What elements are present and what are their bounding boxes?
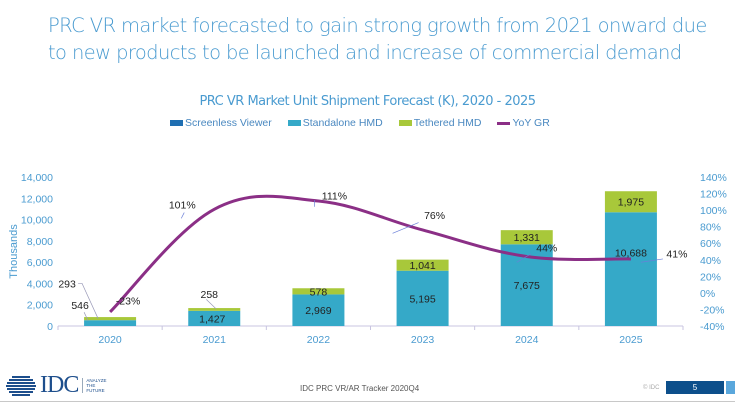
bar-standalone: [604, 212, 657, 326]
bar-tethered: [84, 317, 137, 321]
y-tick-label: 8,000: [27, 236, 53, 248]
legend-swatch-yoy: [497, 121, 511, 125]
legend-item-screenless: Screenless Viewer: [170, 117, 272, 129]
leader-line: [516, 253, 531, 263]
y2-tick-label: 120%: [700, 189, 727, 201]
x-tick-label: 2024: [515, 334, 539, 346]
leader-line: [640, 258, 663, 263]
data-label-yoy: 41%: [666, 248, 687, 260]
y-tick-label: 4,000: [27, 278, 53, 290]
y2-tick-label: 100%: [700, 205, 727, 217]
data-label-tethered: 1,331: [514, 232, 540, 244]
leader-line: [206, 299, 217, 310]
tagline-line: THE: [86, 383, 96, 388]
bar-tethered: [188, 308, 241, 311]
idc-tagline: ANALYZE THE FUTURE: [82, 378, 107, 393]
y-axis-title: Thousands: [8, 224, 20, 279]
legend-item-yoy: YoY GR: [497, 117, 550, 129]
data-label-tethered: 1,041: [409, 260, 435, 272]
yoy-line-group: [109, 194, 631, 313]
y2-tick-label: 0%: [700, 288, 715, 300]
y2-tick-label: 40%: [700, 255, 721, 267]
leader-line: [78, 283, 99, 319]
chart-title: PRC VR Market Unit Shipment Forecast (K)…: [199, 94, 536, 109]
data-label-tethered: 1,975: [618, 197, 644, 209]
x-tick-label: 2022: [307, 334, 331, 346]
bar-standalone: [84, 320, 137, 326]
legend-label: Screenless Viewer: [185, 117, 272, 129]
legend-label: Tethered HMD: [413, 117, 482, 129]
shipment-chart: 0 2,000 4,000 6,000 8,000 10,000 12,000 14,000 T…: [8, 172, 727, 346]
legend-swatch-tethered: [398, 120, 412, 126]
bar-tethered: [500, 230, 553, 245]
data-label-standalone: 5,195: [409, 293, 435, 305]
data-label-tethered: 578: [310, 286, 328, 298]
data-label-tethered: 293: [58, 278, 76, 290]
footer-source: IDC PRC VR/AR Tracker 2020Q4: [300, 384, 420, 393]
x-tick-label: 2023: [411, 334, 435, 346]
y2-tick-label: -20%: [700, 304, 725, 316]
bar-standalone: [292, 294, 345, 326]
data-label-yoy: 44%: [536, 243, 557, 255]
leader-line: [180, 212, 185, 219]
y-axis-left: 0 2,000 4,000 6,000 8,000 10,000 12,000 14,000 T…: [8, 172, 53, 333]
y2-tick-label: 80%: [700, 222, 721, 234]
idc-globe-icon: [6, 375, 36, 396]
slide-headline: PRC VR market forecasted to gain strong …: [48, 14, 707, 64]
y2-tick-label: 20%: [700, 271, 721, 283]
y2-tick-label: 140%: [700, 172, 727, 184]
y-tick-label: 6,000: [27, 257, 53, 269]
bar-standalone: [188, 310, 241, 326]
x-tick-label: 2020: [98, 334, 122, 346]
tagline-line: ANALYZE: [86, 378, 107, 383]
bar-standalone: [396, 270, 449, 326]
idc-wordmark: IDC: [40, 372, 79, 398]
data-label-tethered: 258: [200, 289, 218, 301]
legend-item-standalone: Standalone HMD: [287, 117, 383, 129]
x-axis: 2020 2021 2022 2023 2024 2025: [57, 325, 684, 346]
footer-divider: [0, 401, 735, 402]
page-number: 5: [666, 381, 724, 394]
leader-line: [83, 312, 89, 321]
data-label-yoy: -23%: [116, 295, 141, 307]
bars: [84, 191, 657, 326]
data-label-yoy: 111%: [322, 190, 347, 202]
footer-copyright: © IDC: [643, 385, 660, 391]
page-number-accent: [726, 381, 735, 394]
legend-swatch-standalone: [287, 120, 301, 126]
y-axis-right: -40% -20% 0% 20% 40% 60% 80% 100% 120% 140%: [700, 172, 727, 333]
bar-tethered: [396, 259, 449, 271]
y-tick-label: 12,000: [21, 193, 53, 205]
yoy-line: [109, 194, 631, 313]
y-tick-label: 0: [47, 321, 53, 333]
idc-logo: IDC ANALYZE THE FUTURE: [6, 372, 107, 399]
y-tick-label: 10,000: [21, 215, 53, 227]
legend-label: YoY GR: [512, 117, 550, 129]
data-label-standalone: 1,427: [199, 313, 225, 325]
legend-item-tethered: Tethered HMD: [398, 117, 482, 129]
leader-line: [392, 222, 419, 234]
y2-tick-label: 60%: [700, 238, 721, 250]
footer: IDC ANALYZE THE FUTURE IDC PRC VR/AR Tra…: [0, 370, 735, 404]
bar-tethered: [292, 288, 345, 295]
y2-tick-label: -40%: [700, 321, 725, 333]
y-tick-label: 2,000: [27, 300, 53, 312]
x-tick-label: 2021: [203, 334, 227, 346]
chart-legend: Screenless Viewer Standalone HMD Tethere…: [170, 117, 550, 129]
y-tick-label: 14,000: [21, 172, 53, 184]
data-label-standalone: 7,675: [514, 280, 540, 292]
legend-swatch-screenless: [170, 120, 183, 126]
data-label-standalone: 546: [71, 300, 89, 312]
data-label-standalone: 2,969: [305, 305, 331, 317]
bar-tethered: [604, 191, 657, 213]
x-tick-label: 2025: [619, 334, 643, 346]
tagline-line: FUTURE: [86, 388, 105, 393]
data-label-standalone: 10,688: [615, 248, 647, 260]
data-label-yoy: 76%: [424, 210, 445, 222]
data-labels: 546 1,427 2,969 5,195 7,675 10,688 293 258 578 1,…: [58, 190, 687, 325]
legend-label: Standalone HMD: [302, 117, 383, 129]
data-label-yoy: 101%: [169, 199, 196, 211]
